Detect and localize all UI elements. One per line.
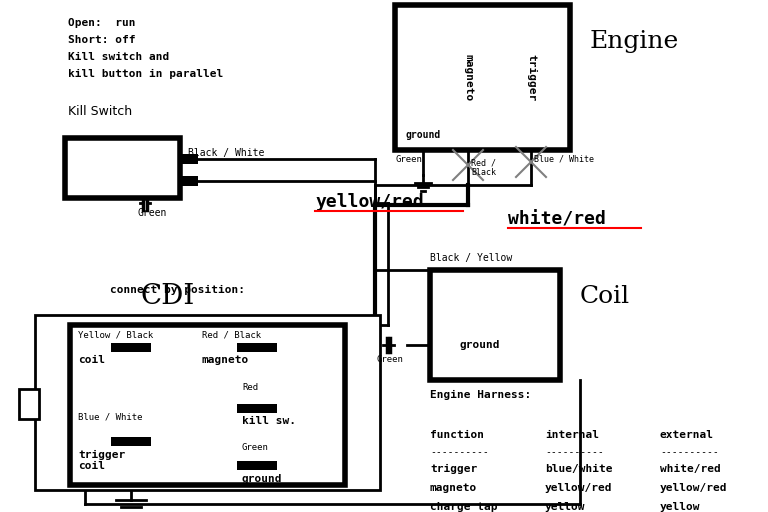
Text: ground: ground bbox=[405, 130, 440, 140]
Text: Green: Green bbox=[242, 443, 269, 452]
Text: Yellow / Black: Yellow / Black bbox=[78, 330, 154, 339]
Text: ground: ground bbox=[460, 340, 501, 350]
Bar bbox=[237, 343, 277, 352]
Bar bbox=[35, 315, 380, 490]
Text: ----------: ---------- bbox=[545, 447, 604, 457]
Text: Short: off: Short: off bbox=[68, 35, 135, 45]
Bar bbox=[70, 325, 345, 485]
Text: Green: Green bbox=[138, 208, 167, 218]
Bar bbox=[237, 461, 277, 471]
Text: yellow: yellow bbox=[545, 502, 585, 512]
Text: trigger
coil: trigger coil bbox=[78, 450, 125, 472]
Text: ----------: ---------- bbox=[430, 447, 488, 457]
Text: trigger: trigger bbox=[430, 464, 477, 474]
Text: Red: Red bbox=[242, 383, 258, 392]
Text: function: function bbox=[430, 430, 484, 440]
Text: kill button in parallel: kill button in parallel bbox=[68, 69, 223, 79]
Text: kill sw.: kill sw. bbox=[242, 416, 296, 426]
Text: yellow/red: yellow/red bbox=[545, 483, 613, 493]
Text: external: external bbox=[660, 430, 714, 440]
Text: ----------: ---------- bbox=[660, 447, 719, 457]
Text: Blue / White: Blue / White bbox=[534, 155, 594, 164]
Text: Red / Black: Red / Black bbox=[202, 330, 261, 339]
Text: Green: Green bbox=[395, 155, 422, 164]
Text: Red /
Black: Red / Black bbox=[471, 158, 496, 177]
Bar bbox=[178, 176, 198, 186]
Text: Kill Switch: Kill Switch bbox=[68, 105, 132, 118]
Text: internal: internal bbox=[545, 430, 599, 440]
Text: magneto: magneto bbox=[202, 355, 250, 365]
Text: ground: ground bbox=[242, 474, 283, 484]
Text: Open:  run: Open: run bbox=[68, 18, 135, 28]
Text: Green: Green bbox=[376, 355, 403, 364]
Text: Black / Yellow: Black / Yellow bbox=[430, 253, 512, 263]
Bar bbox=[111, 343, 151, 352]
Text: Coil: Coil bbox=[580, 285, 630, 308]
Text: CDI: CDI bbox=[141, 283, 195, 310]
Bar bbox=[237, 403, 277, 413]
Bar bbox=[178, 154, 198, 164]
Text: yellow: yellow bbox=[660, 502, 700, 512]
Bar bbox=[19, 389, 39, 418]
Text: white/red: white/red bbox=[660, 464, 720, 474]
Text: blue/white: blue/white bbox=[545, 464, 613, 474]
Text: Engine Harness:: Engine Harness: bbox=[430, 390, 531, 400]
Text: charge tap: charge tap bbox=[430, 502, 498, 512]
Text: Engine: Engine bbox=[590, 30, 679, 53]
Text: yellow/red: yellow/red bbox=[660, 483, 727, 493]
Bar bbox=[430, 270, 560, 380]
Text: yellow/red: yellow/red bbox=[315, 193, 424, 211]
Text: coil: coil bbox=[78, 355, 105, 365]
Bar bbox=[111, 437, 151, 446]
Text: Blue / White: Blue / White bbox=[78, 413, 143, 422]
Text: white/red: white/red bbox=[508, 210, 606, 228]
Text: Kill switch and: Kill switch and bbox=[68, 52, 169, 62]
Text: trigger: trigger bbox=[527, 54, 537, 101]
Text: magneto: magneto bbox=[430, 483, 477, 493]
Bar bbox=[65, 138, 180, 198]
Text: magneto: magneto bbox=[464, 54, 474, 101]
Text: connect by position:: connect by position: bbox=[110, 285, 245, 295]
Bar bbox=[395, 5, 570, 150]
Text: Black / White: Black / White bbox=[188, 148, 264, 158]
